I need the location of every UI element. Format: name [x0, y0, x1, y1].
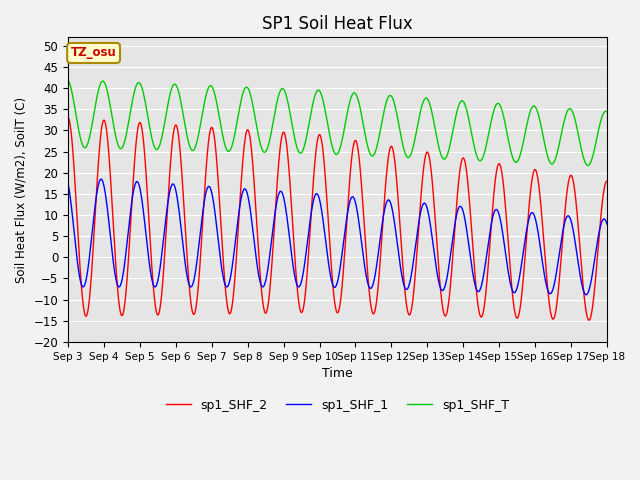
sp1_SHF_1 [162, 214, 170, 220]
sp1_SHF_T [508, 149, 515, 155]
sp1_SHF_1 [467, 253, 474, 259]
Text: TZ_osu: TZ_osu [71, 47, 116, 60]
sp1_SHF_1 [387, 203, 395, 208]
sp1_SHF_1 [97, 176, 105, 182]
sp1_SHF_T [162, 113, 170, 119]
Line: sp1_SHF_1: sp1_SHF_1 [68, 179, 607, 295]
sp1_SHF_2 [603, 178, 611, 184]
sp1_SHF_T [387, 93, 395, 99]
sp1_SHF_1 [582, 292, 590, 298]
sp1_SHF_2 [508, 276, 515, 282]
sp1_SHF_2 [64, 115, 72, 120]
sp1_SHF_T [467, 123, 474, 129]
Legend: sp1_SHF_2, sp1_SHF_1, sp1_SHF_T: sp1_SHF_2, sp1_SHF_1, sp1_SHF_T [161, 394, 515, 417]
sp1_SHF_T [603, 109, 611, 115]
sp1_SHF_T [64, 77, 72, 83]
sp1_SHF_T [415, 118, 422, 124]
Title: SP1 Soil Heat Flux: SP1 Soil Heat Flux [262, 15, 413, 33]
sp1_SHF_1 [508, 284, 515, 290]
Line: sp1_SHF_T: sp1_SHF_T [68, 80, 607, 166]
sp1_SHF_1 [64, 181, 72, 187]
sp1_SHF_1 [415, 220, 422, 226]
sp1_SHF_2 [270, 230, 278, 236]
X-axis label: Time: Time [322, 367, 353, 380]
sp1_SHF_2 [415, 228, 422, 233]
sp1_SHF_T [584, 163, 592, 168]
sp1_SHF_2 [387, 144, 395, 149]
Line: sp1_SHF_2: sp1_SHF_2 [68, 118, 607, 320]
sp1_SHF_2 [162, 232, 170, 238]
sp1_SHF_2 [585, 317, 593, 323]
Y-axis label: Soil Heat Flux (W/m2), SoilT (C): Soil Heat Flux (W/m2), SoilT (C) [15, 96, 28, 283]
sp1_SHF_1 [603, 221, 611, 227]
sp1_SHF_1 [270, 217, 278, 223]
sp1_SHF_2 [467, 207, 474, 213]
sp1_SHF_T [270, 115, 278, 120]
